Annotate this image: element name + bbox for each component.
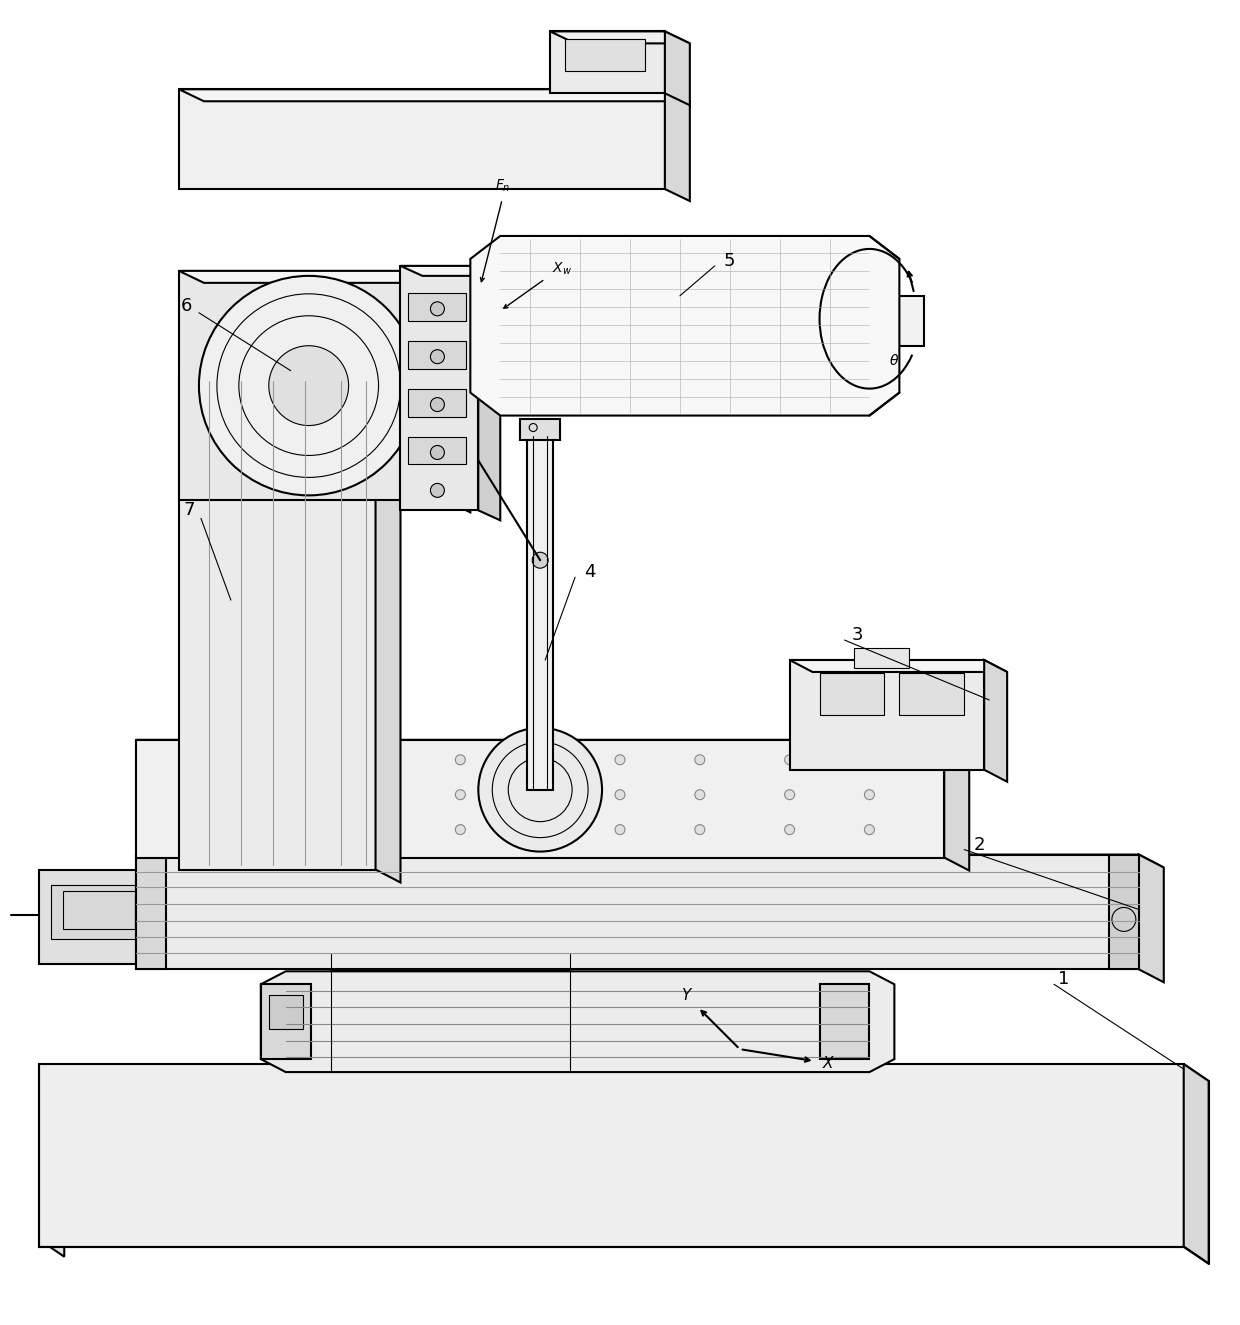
Circle shape bbox=[455, 824, 465, 835]
Circle shape bbox=[536, 755, 546, 765]
Circle shape bbox=[430, 445, 444, 460]
Polygon shape bbox=[136, 739, 945, 857]
Polygon shape bbox=[820, 984, 869, 1059]
Circle shape bbox=[785, 824, 795, 835]
Bar bbox=[51, 885, 146, 939]
Polygon shape bbox=[665, 32, 689, 105]
Bar bbox=[527, 436, 553, 790]
Polygon shape bbox=[179, 89, 665, 189]
Circle shape bbox=[285, 790, 295, 800]
Circle shape bbox=[285, 755, 295, 765]
Bar bbox=[269, 995, 303, 1030]
Text: 6: 6 bbox=[180, 297, 192, 315]
Circle shape bbox=[536, 790, 546, 800]
Text: 5: 5 bbox=[724, 252, 735, 270]
Bar bbox=[136, 855, 166, 970]
Circle shape bbox=[430, 398, 444, 412]
Text: 3: 3 bbox=[852, 625, 863, 644]
Polygon shape bbox=[179, 270, 445, 501]
Polygon shape bbox=[470, 236, 899, 416]
Polygon shape bbox=[790, 660, 1007, 672]
Polygon shape bbox=[551, 32, 665, 93]
Polygon shape bbox=[40, 1064, 1209, 1081]
Polygon shape bbox=[40, 1064, 64, 1256]
Polygon shape bbox=[331, 954, 570, 971]
Circle shape bbox=[455, 755, 465, 765]
Text: $\theta$: $\theta$ bbox=[889, 354, 899, 368]
Bar bbox=[408, 388, 466, 416]
Polygon shape bbox=[40, 869, 161, 965]
Polygon shape bbox=[945, 739, 970, 871]
Circle shape bbox=[198, 276, 418, 496]
Text: Y: Y bbox=[681, 987, 691, 1003]
Circle shape bbox=[694, 824, 704, 835]
Circle shape bbox=[430, 350, 444, 363]
Circle shape bbox=[430, 484, 444, 497]
Text: 4: 4 bbox=[584, 563, 595, 582]
Text: X: X bbox=[822, 1056, 833, 1071]
Bar bbox=[820, 673, 884, 716]
Circle shape bbox=[615, 824, 625, 835]
Polygon shape bbox=[179, 376, 401, 388]
Circle shape bbox=[615, 755, 625, 765]
Polygon shape bbox=[985, 660, 1007, 782]
Text: 1: 1 bbox=[1058, 970, 1070, 988]
Polygon shape bbox=[401, 266, 500, 276]
Polygon shape bbox=[551, 32, 689, 44]
Circle shape bbox=[864, 824, 874, 835]
Circle shape bbox=[536, 824, 546, 835]
Bar bbox=[408, 293, 466, 321]
Text: 2: 2 bbox=[973, 836, 985, 853]
Bar bbox=[408, 341, 466, 368]
Bar bbox=[408, 436, 466, 465]
Text: 7: 7 bbox=[184, 501, 195, 519]
Bar bbox=[565, 40, 645, 72]
Circle shape bbox=[785, 790, 795, 800]
Polygon shape bbox=[479, 295, 924, 346]
Circle shape bbox=[376, 755, 386, 765]
Bar bbox=[899, 673, 965, 716]
Polygon shape bbox=[136, 855, 1138, 970]
Polygon shape bbox=[1138, 855, 1164, 982]
Polygon shape bbox=[445, 270, 470, 513]
Bar bbox=[63, 892, 135, 929]
Text: $X_w$: $X_w$ bbox=[552, 261, 572, 277]
Circle shape bbox=[455, 790, 465, 800]
Circle shape bbox=[269, 346, 348, 425]
Polygon shape bbox=[260, 971, 894, 1072]
Polygon shape bbox=[40, 1064, 1184, 1247]
Polygon shape bbox=[401, 266, 479, 510]
Polygon shape bbox=[179, 89, 689, 101]
Circle shape bbox=[785, 755, 795, 765]
Circle shape bbox=[376, 824, 386, 835]
Circle shape bbox=[864, 790, 874, 800]
Bar bbox=[854, 648, 909, 668]
Circle shape bbox=[479, 727, 603, 852]
Circle shape bbox=[216, 824, 226, 835]
Polygon shape bbox=[136, 855, 1164, 868]
Bar bbox=[1109, 855, 1138, 970]
Circle shape bbox=[430, 302, 444, 315]
Circle shape bbox=[694, 755, 704, 765]
Text: $F_n$: $F_n$ bbox=[495, 178, 510, 195]
Circle shape bbox=[864, 755, 874, 765]
Circle shape bbox=[216, 755, 226, 765]
Polygon shape bbox=[790, 660, 985, 770]
Polygon shape bbox=[179, 270, 470, 282]
Polygon shape bbox=[479, 266, 500, 521]
Polygon shape bbox=[179, 376, 376, 869]
Circle shape bbox=[615, 790, 625, 800]
Circle shape bbox=[216, 790, 226, 800]
Bar bbox=[521, 419, 560, 440]
Circle shape bbox=[694, 790, 704, 800]
Polygon shape bbox=[1184, 1064, 1209, 1264]
Circle shape bbox=[532, 553, 548, 568]
Polygon shape bbox=[376, 376, 401, 882]
Circle shape bbox=[376, 790, 386, 800]
Polygon shape bbox=[260, 984, 311, 1059]
Polygon shape bbox=[665, 89, 689, 201]
Circle shape bbox=[285, 824, 295, 835]
Polygon shape bbox=[136, 739, 970, 753]
